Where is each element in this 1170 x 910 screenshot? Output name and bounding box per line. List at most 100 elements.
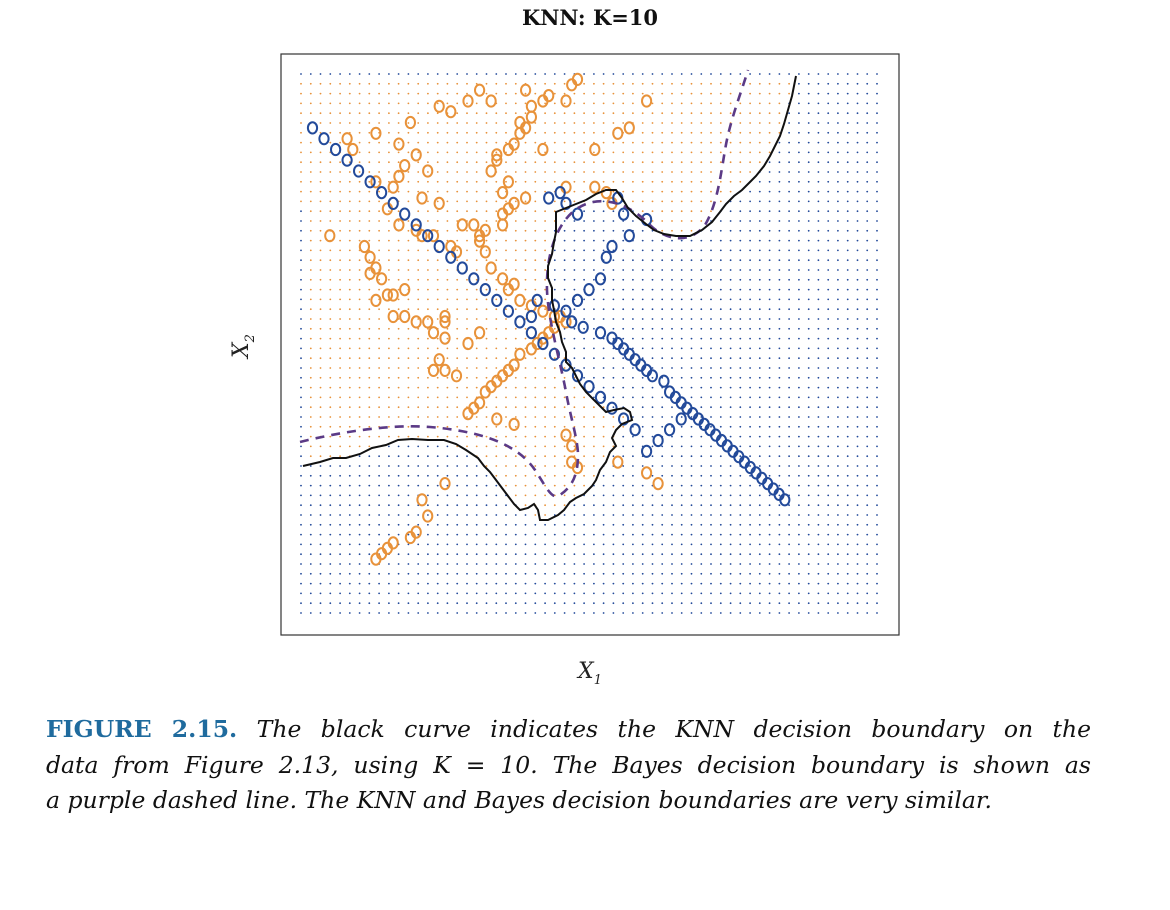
grid-dot [768, 131, 771, 134]
grid-dot [827, 73, 830, 75]
grid-dot [719, 376, 722, 379]
grid-dot [690, 494, 693, 497]
grid-dot [680, 425, 683, 428]
grid-dot [407, 592, 410, 595]
grid-dot [544, 386, 546, 389]
grid-dot [632, 494, 634, 497]
grid-dot [700, 435, 703, 438]
grid-dot [524, 514, 527, 516]
grid-dot [563, 210, 566, 213]
grid-dot [358, 602, 361, 605]
grid-dot [553, 396, 556, 399]
grid-dot [680, 465, 683, 467]
grid-dot [856, 445, 859, 448]
grid-dot [778, 465, 781, 467]
grid-dot [856, 151, 859, 154]
grid-dot [368, 494, 371, 497]
grid-dot [651, 102, 654, 105]
grid-dot [563, 259, 566, 262]
grid-dot [866, 602, 869, 605]
grid-dot [329, 357, 332, 360]
grid-dot [466, 73, 468, 75]
grid-dot [524, 543, 527, 546]
grid-dot [544, 357, 546, 360]
grid-dot [475, 288, 478, 291]
grid-dot [475, 278, 478, 281]
grid-dot [866, 553, 869, 556]
grid-dot [368, 543, 371, 546]
grid-dot [700, 347, 703, 350]
grid-dot [749, 357, 751, 360]
grid-dot [749, 514, 751, 516]
grid-dot [758, 249, 761, 252]
grid-dot [690, 592, 693, 595]
grid-dot [446, 357, 449, 360]
grid-dot [817, 572, 820, 575]
grid-dot [866, 141, 869, 144]
grid-dot [661, 602, 664, 605]
grid-dot [388, 465, 390, 467]
grid-dot [788, 612, 790, 614]
grid-dot [622, 602, 625, 605]
grid-dot [358, 259, 361, 262]
grid-dot [807, 82, 810, 85]
grid-dot [436, 416, 439, 418]
grid-dot [856, 406, 859, 409]
grid-dot [544, 553, 546, 556]
grid-dot [534, 514, 537, 516]
grid-dot [710, 543, 712, 546]
grid-dot [368, 465, 371, 467]
grid-dot [319, 572, 322, 575]
grid-dot [798, 582, 800, 585]
grid-dot [368, 102, 371, 105]
grid-dot [856, 73, 859, 75]
grid-dot [602, 269, 605, 271]
grid-dot [309, 298, 312, 301]
grid-dot [680, 200, 683, 203]
grid-dot [319, 592, 322, 595]
grid-dot [651, 455, 654, 458]
grid-dot [827, 337, 830, 340]
grid-dot [612, 171, 615, 173]
grid-dot [778, 210, 781, 213]
grid-dot [534, 259, 537, 262]
grid-dot [388, 504, 390, 507]
grid-dot [309, 357, 312, 360]
data-point-orange [410, 315, 422, 329]
grid-dot [661, 357, 664, 360]
grid-dot [807, 161, 810, 164]
grid-dot [671, 73, 673, 75]
grid-dot [485, 259, 488, 262]
grid-dot [739, 504, 742, 507]
grid-dot [446, 220, 449, 222]
grid-dot [817, 455, 820, 458]
grid-dot [544, 190, 546, 193]
grid-dot [622, 435, 625, 438]
grid-dot [368, 92, 371, 95]
data-point-blue [554, 186, 566, 200]
grid-dot [475, 210, 478, 213]
grid-dot [807, 112, 810, 115]
grid-dot [319, 563, 322, 565]
grid-dot [700, 474, 703, 477]
grid-dot [319, 73, 322, 75]
grid-dot [671, 337, 673, 340]
grid-dot [417, 298, 420, 301]
grid-dot [622, 249, 625, 252]
grid-dot [583, 190, 585, 193]
grid-dot [758, 386, 761, 389]
grid-dot [807, 474, 810, 477]
grid-dot [514, 249, 517, 252]
grid-dot [739, 406, 742, 409]
grid-dot [573, 572, 576, 575]
grid-dot [427, 572, 429, 575]
grid-dot [417, 416, 420, 418]
grid-dot [378, 484, 380, 487]
grid-dot [729, 347, 732, 350]
grid-dot [641, 494, 644, 497]
grid-dot [407, 298, 410, 301]
grid-dot [427, 474, 429, 477]
grid-dot [544, 523, 546, 526]
data-point-orange [508, 277, 520, 291]
grid-dot [827, 494, 830, 497]
